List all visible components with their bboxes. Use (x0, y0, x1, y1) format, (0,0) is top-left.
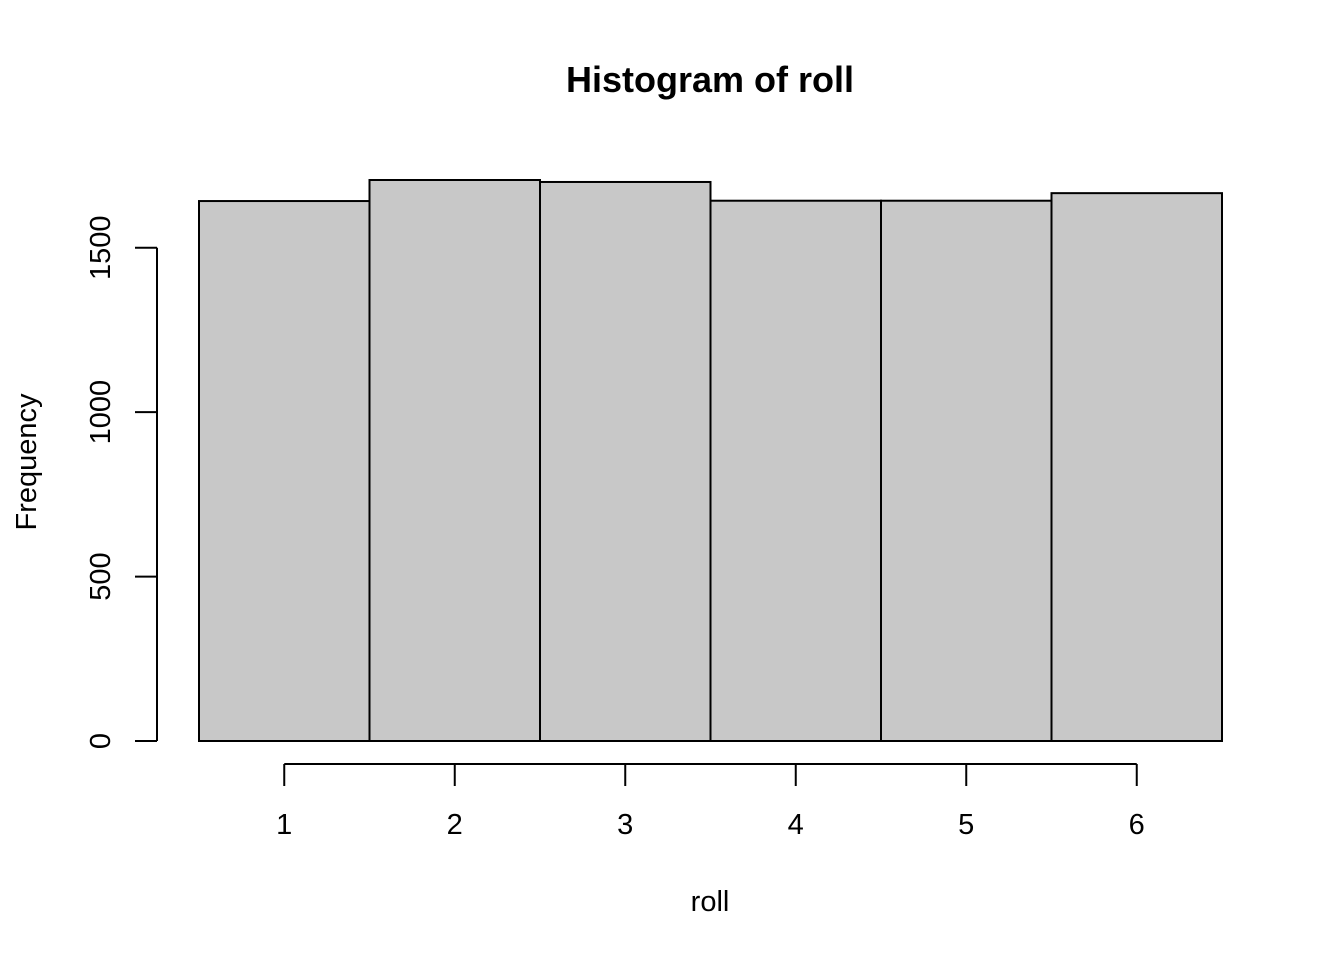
x-tick-label: 5 (958, 809, 974, 841)
histogram-bar-2 (368, 179, 541, 742)
x-tick-label: 6 (1129, 809, 1145, 841)
histogram-bar-6 (1050, 192, 1223, 743)
chart-title: Histogram of roll (566, 59, 854, 100)
x-axis-title: roll (691, 886, 730, 918)
y-tick-label: 0 (85, 733, 117, 749)
histogram-bar-4 (709, 199, 882, 743)
x-tick-label: 3 (617, 809, 633, 841)
y-axis-title: Frequency (11, 393, 43, 531)
x-tick-label: 1 (276, 809, 292, 841)
histogram-bar-5 (880, 199, 1053, 743)
histogram-bar-1 (198, 200, 371, 742)
y-tick-label: 1000 (85, 380, 117, 445)
y-axis: 0 500 1000 1500 (85, 215, 158, 749)
y-tick-label: 1500 (85, 215, 117, 280)
x-tick-label: 4 (788, 809, 804, 841)
x-axis: 1 2 3 4 5 6 (276, 763, 1145, 841)
histogram-bar-3 (539, 180, 712, 743)
x-tick-label: 2 (447, 809, 463, 841)
y-tick-label: 500 (85, 552, 117, 600)
bars-group (198, 179, 1223, 743)
